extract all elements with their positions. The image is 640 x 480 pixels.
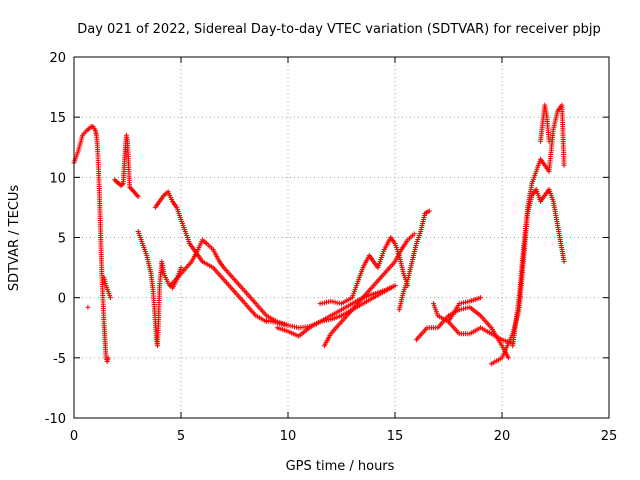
x-tick-label: 25 [601,429,618,444]
x-tick-label: 10 [280,429,297,444]
x-tick-label: 0 [70,429,78,444]
grid [74,57,609,418]
y-axis-title: SDTVAR / TECUs [7,185,22,292]
series-track-e [152,189,270,325]
y-tick-label: -10 [45,412,66,427]
series-track-d [135,228,184,349]
x-tick-label: 5 [177,429,185,444]
x-axis-title: GPS time / hours [286,459,395,474]
series-track-p [510,102,567,349]
series-track-n [446,295,484,325]
y-tick-label: 10 [49,171,66,186]
series-stray [85,304,91,310]
y-tick-label: 15 [49,111,66,126]
data-point [107,295,113,301]
series-track-b [101,274,113,301]
data-point [105,355,111,361]
y-tick-label: 5 [58,232,66,247]
data-point [392,283,398,289]
series-track-c [112,132,141,200]
data-point [135,194,141,200]
y-tick-label: 0 [58,292,66,307]
series-track-k [396,208,432,313]
data-marks [71,102,567,367]
data-point [85,304,91,310]
y-tick-label: 20 [49,51,66,66]
data-point [178,265,184,271]
series-track-j [321,231,417,349]
data-point [411,231,417,237]
chart-title: Day 021 of 2022, Sidereal Day-to-day VTE… [77,22,601,37]
y-tick-label: -5 [53,352,66,367]
series-track-a [71,124,111,364]
series-track-f [167,237,291,328]
series-track-l [413,304,511,361]
data-point [478,295,484,301]
data-point [426,208,432,214]
data-point [546,138,552,144]
x-tick-label: 20 [494,429,511,444]
axis-ticks: 0 5 10 15 20 25 -10 -5 0 5 10 15 20 [45,51,618,444]
data-point [561,162,567,168]
x-tick-label: 15 [387,429,404,444]
data-point [505,355,511,361]
series-track-q [538,102,552,144]
series-track-g [264,283,398,331]
data-point [561,259,567,265]
series-track-m [431,301,516,346]
